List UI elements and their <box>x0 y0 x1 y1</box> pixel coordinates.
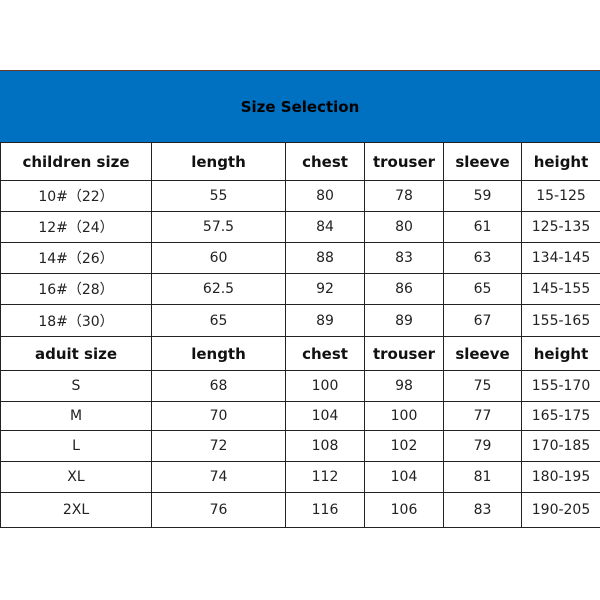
table-cell: 72 <box>151 430 286 462</box>
table-cell: 79 <box>443 430 522 462</box>
table-cell: 63 <box>443 242 522 274</box>
table-cell: 77 <box>443 401 522 431</box>
table-cell: 80 <box>364 211 444 243</box>
table-cell: 100 <box>285 370 365 402</box>
adult-header-row: aduit size length chest trouser sleeve height <box>0 336 600 371</box>
column-header: length <box>151 142 286 181</box>
column-header: trouser <box>364 142 444 181</box>
table-cell: 14#（26） <box>0 242 152 274</box>
column-header: chest <box>285 142 365 181</box>
column-header: sleeve <box>443 142 522 181</box>
table-cell: 83 <box>364 242 444 274</box>
table-cell: 75 <box>443 370 522 402</box>
table-cell: 62.5 <box>151 273 286 305</box>
table-row: M 70 104 100 77 165-175 <box>0 401 600 431</box>
table-cell: 125-135 <box>521 211 600 243</box>
table-cell: 145-155 <box>521 273 600 305</box>
column-header: trouser <box>364 336 444 371</box>
table-cell: 76 <box>151 492 286 528</box>
table-cell: 104 <box>364 461 444 493</box>
table-cell: 83 <box>443 492 522 528</box>
table-cell: 81 <box>443 461 522 493</box>
table-cell: 84 <box>285 211 365 243</box>
table-cell: 170-185 <box>521 430 600 462</box>
size-table: children size length chest trouser sleeve hei… <box>0 142 600 528</box>
table-row: 18#（30） 65 89 89 67 155-165 <box>0 304 600 337</box>
table-cell: 60 <box>151 242 286 274</box>
table-cell: 2XL <box>0 492 152 528</box>
table-cell: 100 <box>364 401 444 431</box>
size-chart-title: Size Selection <box>0 70 600 142</box>
table-cell: 55 <box>151 180 286 212</box>
table-cell: 15-125 <box>521 180 600 212</box>
table-cell: 102 <box>364 430 444 462</box>
table-cell: 12#（24） <box>0 211 152 243</box>
table-cell: S <box>0 370 152 402</box>
table-cell: 89 <box>364 304 444 337</box>
table-cell: 78 <box>364 180 444 212</box>
table-cell: M <box>0 401 152 431</box>
column-header: chest <box>285 336 365 371</box>
table-cell: 80 <box>285 180 365 212</box>
table-cell: 65 <box>443 273 522 305</box>
table-cell: 134-145 <box>521 242 600 274</box>
table-cell: 112 <box>285 461 365 493</box>
table-row: S 68 100 98 75 155-170 <box>0 370 600 402</box>
column-header: length <box>151 336 286 371</box>
table-cell: 98 <box>364 370 444 402</box>
table-cell: 70 <box>151 401 286 431</box>
table-cell: 104 <box>285 401 365 431</box>
table-cell: 180-195 <box>521 461 600 493</box>
table-cell: 65 <box>151 304 286 337</box>
table-cell: 18#（30） <box>0 304 152 337</box>
table-cell: 108 <box>285 430 365 462</box>
table-cell: 106 <box>364 492 444 528</box>
table-row: 14#（26） 60 88 83 63 134-145 <box>0 242 600 274</box>
table-cell: 88 <box>285 242 365 274</box>
table-row: 2XL 76 116 106 83 190-205 <box>0 492 600 528</box>
table-cell: 86 <box>364 273 444 305</box>
table-row: 12#（24） 57.5 84 80 61 125-135 <box>0 211 600 243</box>
table-cell: L <box>0 430 152 462</box>
table-cell: 155-165 <box>521 304 600 337</box>
table-cell: 89 <box>285 304 365 337</box>
table-row: 10#（22） 55 80 78 59 15-125 <box>0 180 600 212</box>
table-cell: 67 <box>443 304 522 337</box>
table-cell: 165-175 <box>521 401 600 431</box>
column-header: sleeve <box>443 336 522 371</box>
column-header: height <box>521 336 600 371</box>
table-row: XL 74 112 104 81 180-195 <box>0 461 600 493</box>
table-cell: 92 <box>285 273 365 305</box>
table-cell: 155-170 <box>521 370 600 402</box>
table-cell: 68 <box>151 370 286 402</box>
table-cell: 190-205 <box>521 492 600 528</box>
table-cell: 116 <box>285 492 365 528</box>
table-cell: 57.5 <box>151 211 286 243</box>
column-header: height <box>521 142 600 181</box>
column-header: children size <box>0 142 152 181</box>
size-chart: Size Selection children size length chest t… <box>0 70 600 528</box>
table-cell: 59 <box>443 180 522 212</box>
children-header-row: children size length chest trouser sleeve hei… <box>0 142 600 181</box>
table-cell: 10#（22） <box>0 180 152 212</box>
table-cell: 74 <box>151 461 286 493</box>
table-cell: XL <box>0 461 152 493</box>
table-row: 16#（28） 62.5 92 86 65 145-155 <box>0 273 600 305</box>
column-header: aduit size <box>0 336 152 371</box>
table-cell: 16#（28） <box>0 273 152 305</box>
table-cell: 61 <box>443 211 522 243</box>
table-row: L 72 108 102 79 170-185 <box>0 430 600 462</box>
